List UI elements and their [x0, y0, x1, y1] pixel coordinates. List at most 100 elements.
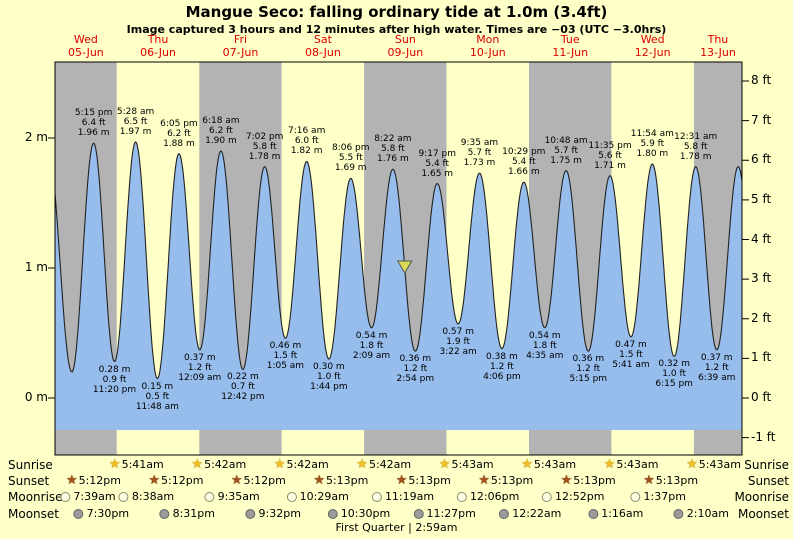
y-axis-feet-tick: 0 ft: [751, 390, 772, 404]
sunset-star-icon: ★: [395, 473, 408, 488]
axis-ticks: [48, 80, 749, 439]
tide-label-line: 1.71 m: [594, 160, 626, 171]
moonrise-entry: 9:35am: [204, 490, 260, 503]
tide-label-line: 4:35 am: [526, 350, 564, 361]
moonrise-entry: 12:52pm: [542, 490, 604, 503]
tide-label-line: 5:15 pm: [569, 374, 608, 385]
tide-label-line: 6:15 pm: [655, 379, 693, 390]
tide-label-line: 0.5 ft: [145, 391, 170, 402]
y-axis-meters-tick: 0 m: [24, 390, 48, 404]
moonrise-moon-icon: [371, 491, 382, 502]
tide-label-line: 1.73 m: [463, 158, 496, 169]
moonset-moon-icon: [245, 508, 256, 519]
tide-high-label: 8:22 am 5.8 ft 1.76 m: [365, 134, 421, 164]
moonset-time: 2:10am: [686, 507, 729, 520]
sunrise-time: 5:42am: [368, 458, 412, 471]
tide-label-line: 1.66 m: [507, 167, 540, 178]
moonrise-moon-icon: [542, 491, 553, 502]
day-label-date: 09-Jun: [387, 46, 424, 59]
y-axis-feet-tick: 7 ft: [751, 112, 772, 127]
tide-label-line: 6:39 am: [698, 372, 736, 383]
tide-high-label: 5:15 pm 6.4 ft 1.96 m: [66, 108, 122, 138]
day-label-weekday: Sat: [313, 33, 332, 46]
tide-label-line: 10:29 pm: [502, 147, 546, 158]
y-axis-feet-tick: 1 ft: [751, 350, 772, 365]
moonset-entry: 10:30pm: [327, 507, 390, 520]
sunrise-time: 5:43am: [451, 458, 494, 471]
y-axis-feet-tick: 3 ft: [751, 271, 772, 286]
day-label: Thu 13-Jun: [700, 33, 736, 59]
moonset-time: 9:32pm: [258, 507, 301, 520]
tide-low-label: 0.47 m 1.5 ft 5:41 am: [603, 340, 659, 370]
sunset-entry: ★ 5:12pm: [148, 474, 203, 487]
tide-label-line: 1.8 ft: [532, 340, 557, 351]
moonrise-label-left: Moonrise: [8, 490, 63, 504]
moonset-label-left: Moonset: [8, 507, 59, 521]
sunset-time: 5:13pm: [408, 474, 451, 487]
sunrise-entry: ★ 5:42am: [356, 458, 411, 471]
tide-label-line: 5.7 ft: [554, 145, 578, 156]
moonrise-moon-icon: [286, 491, 297, 502]
tide-label-line: 1.65 m: [421, 168, 454, 179]
moonrise-time: 1:37pm: [643, 490, 686, 503]
tide-label-line: 11:48 am: [135, 401, 179, 412]
tide-label-line: 1.5 ft: [273, 351, 298, 362]
moonset-time: 12:22am: [512, 507, 562, 520]
tide-label-line: 1.8 ft: [359, 340, 384, 351]
day-label: Fri 07-Jun: [223, 33, 259, 59]
tide-label-line: 5:41 am: [612, 359, 650, 370]
y-axis-meters-tick: 1 m: [24, 260, 48, 274]
tide-label-line: 1.2 ft: [403, 364, 428, 375]
y-axis-feet-tick: 5 ft: [751, 191, 772, 206]
tide-label-line: 1:44 pm: [310, 382, 348, 392]
tide-label-line: 6:05 pm: [160, 118, 198, 129]
tide-low-label: 0.36 m 1.2 ft 2:54 pm: [387, 354, 443, 384]
tide-label-line: 6.4 ft: [81, 118, 106, 129]
moonrise-time: 12:06pm: [469, 490, 520, 503]
tide-low-label: 0.28 m 0.9 ft 11:20 pm: [87, 365, 143, 395]
moonrise-moon-icon: [118, 491, 129, 502]
tide-label-line: 0.30 m: [313, 362, 345, 372]
tide-label-line: 1.2 ft: [576, 364, 601, 375]
moonset-entry: 9:32pm: [245, 507, 301, 520]
moonset-entry: 1:16am: [588, 507, 643, 520]
tide-label-line: 0.46 m: [269, 341, 302, 352]
plot-border: [54, 61, 743, 456]
moonset-moon-icon: [588, 508, 599, 519]
day-label-weekday: Mon: [476, 33, 500, 46]
day-label-weekday: Sun: [394, 33, 416, 46]
tide-label-line: 0.54 m: [528, 330, 561, 341]
tide-label-line: 1.75 m: [550, 155, 582, 166]
tide-label-line: 1.78 m: [248, 151, 281, 162]
sunrise-star-icon: ★: [438, 457, 451, 472]
tide-high-label: 10:29 pm 5.4 ft 1.66 m: [496, 147, 552, 177]
tide-label-line: 2:09 am: [352, 350, 391, 361]
day-label-weekday: Thu: [707, 33, 729, 46]
tide-label-line: 5.4 ft: [425, 158, 450, 169]
y-axis-feet-tick: 4 ft: [751, 231, 772, 246]
sunset-entry: ★ 5:13pm: [313, 474, 368, 487]
tide-low-label: 0.46 m 1.5 ft 1:05 am: [257, 341, 313, 371]
moonset-moon-icon: [159, 508, 170, 519]
moonrise-time: 10:29am: [299, 490, 349, 503]
sunset-entry: ★ 5:12pm: [66, 474, 121, 487]
sunrise-time: 5:43am: [698, 458, 741, 471]
tide-label-line: 5.9 ft: [640, 139, 665, 149]
moonrise-time: 11:19am: [384, 490, 435, 503]
tide-low-label: 0.15 m 0.5 ft 11:48 am: [129, 382, 185, 412]
tide-label-line: 1.76 m: [377, 154, 409, 165]
tide-high-label: 9:35 am 5.7 ft 1.73 m: [451, 138, 507, 168]
moonset-entry: 7:30pm: [73, 507, 129, 520]
tide-label-line: 0.28 m: [98, 364, 131, 375]
moonset-moon-icon: [73, 508, 84, 519]
tide-label-line: 5.8 ft: [683, 141, 708, 152]
moonset-row: Moonset 7:30pm 8:31pm 9:32pm 10:30pm 11:27pm…: [0, 507, 793, 522]
sunrise-label-left: Sunrise: [8, 458, 53, 472]
tide-label-line: 6.2 ft: [209, 126, 233, 136]
tide-label-line: 6.0 ft: [294, 136, 319, 147]
sunrise-time: 5:42am: [204, 458, 247, 471]
tide-label-line: 1.69 m: [334, 163, 367, 174]
tide-high-label: 6:05 pm 6.2 ft 1.88 m: [151, 119, 207, 149]
tide-label-line: 0.38 m: [486, 351, 518, 362]
